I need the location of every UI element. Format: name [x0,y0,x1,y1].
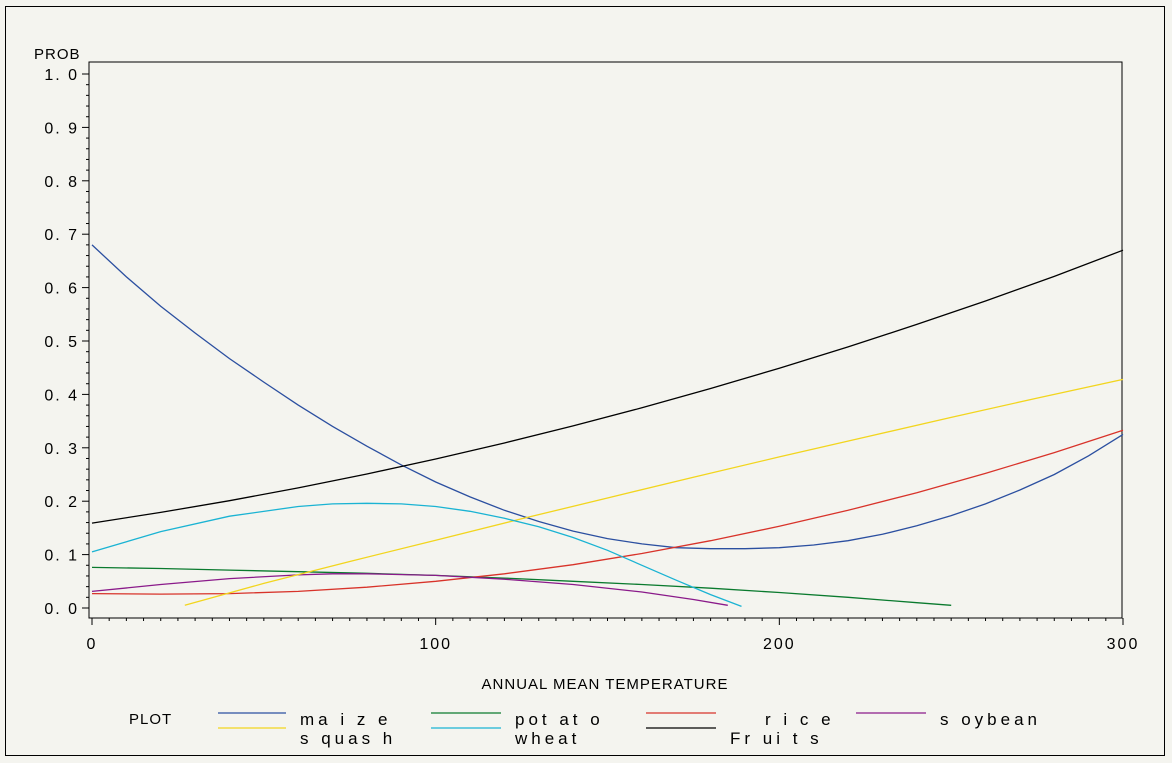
y-tick-label: 0. 5 [44,334,79,351]
series-line-maize [91,244,1124,550]
legend: PLOT ma i z e pot at o r i c e s oybean s qu… [129,710,1041,748]
legend-label-maize: ma i z e [300,710,392,729]
legend-label-fruits: Fr ui t s [730,729,823,748]
y-tick-label: 0. 7 [44,227,79,244]
series-line-squash [184,378,1124,606]
legend-label-soybean: s oybean [940,710,1041,729]
legend-label-rice: r i c e [765,710,835,729]
x-tick-label: 100 [419,636,452,653]
series-layer [91,244,1124,608]
y-tick-label: 0. 4 [44,387,79,404]
x-tick-label: 0 [87,636,98,653]
y-tick-label: 0. 2 [44,494,79,511]
x-axis: 0 100 200 300 [87,618,1140,653]
y-tick-label: 0. 9 [44,120,79,137]
y-tick-label: 0. 6 [44,281,79,298]
legend-title: PLOT [129,711,172,728]
series-line-potato [91,566,952,606]
series-line-fruits [91,249,1124,524]
y-tick-label: 0. 3 [44,441,79,458]
legend-label-potato: pot at o [515,710,604,729]
series-line-rice [91,429,1124,595]
y-tick-label: 0. 8 [44,174,79,191]
y-tick-label: 0. 1 [44,548,79,565]
x-tick-label: 300 [1107,636,1140,653]
legend-label-squash: s quas h [300,729,396,748]
series-line-wheat [91,502,742,608]
y-axis-label: PROB [34,46,81,63]
chart-frame: PROB ANNUAL MEAN TEMPERATURE 0. 0 0. 1 0. … [5,6,1165,756]
x-tick-label: 200 [763,636,796,653]
legend-label-wheat: wheat [514,729,580,748]
line-chart: PROB ANNUAL MEAN TEMPERATURE 0. 00. 10. … [34,46,1140,748]
y-tick-label: 0. 0 [44,601,79,618]
x-axis-label: ANNUAL MEAN TEMPERATURE [482,676,729,693]
y-tick-label: 1. 0 [44,67,79,84]
y-axis: 0. 0 0. 1 0. 2 0. 3 0. 4 0. 5 0. 6 0. 7 0. 8 0. 9… [44,67,89,618]
plot-area [88,61,1123,619]
series-line-soybean [91,573,728,606]
